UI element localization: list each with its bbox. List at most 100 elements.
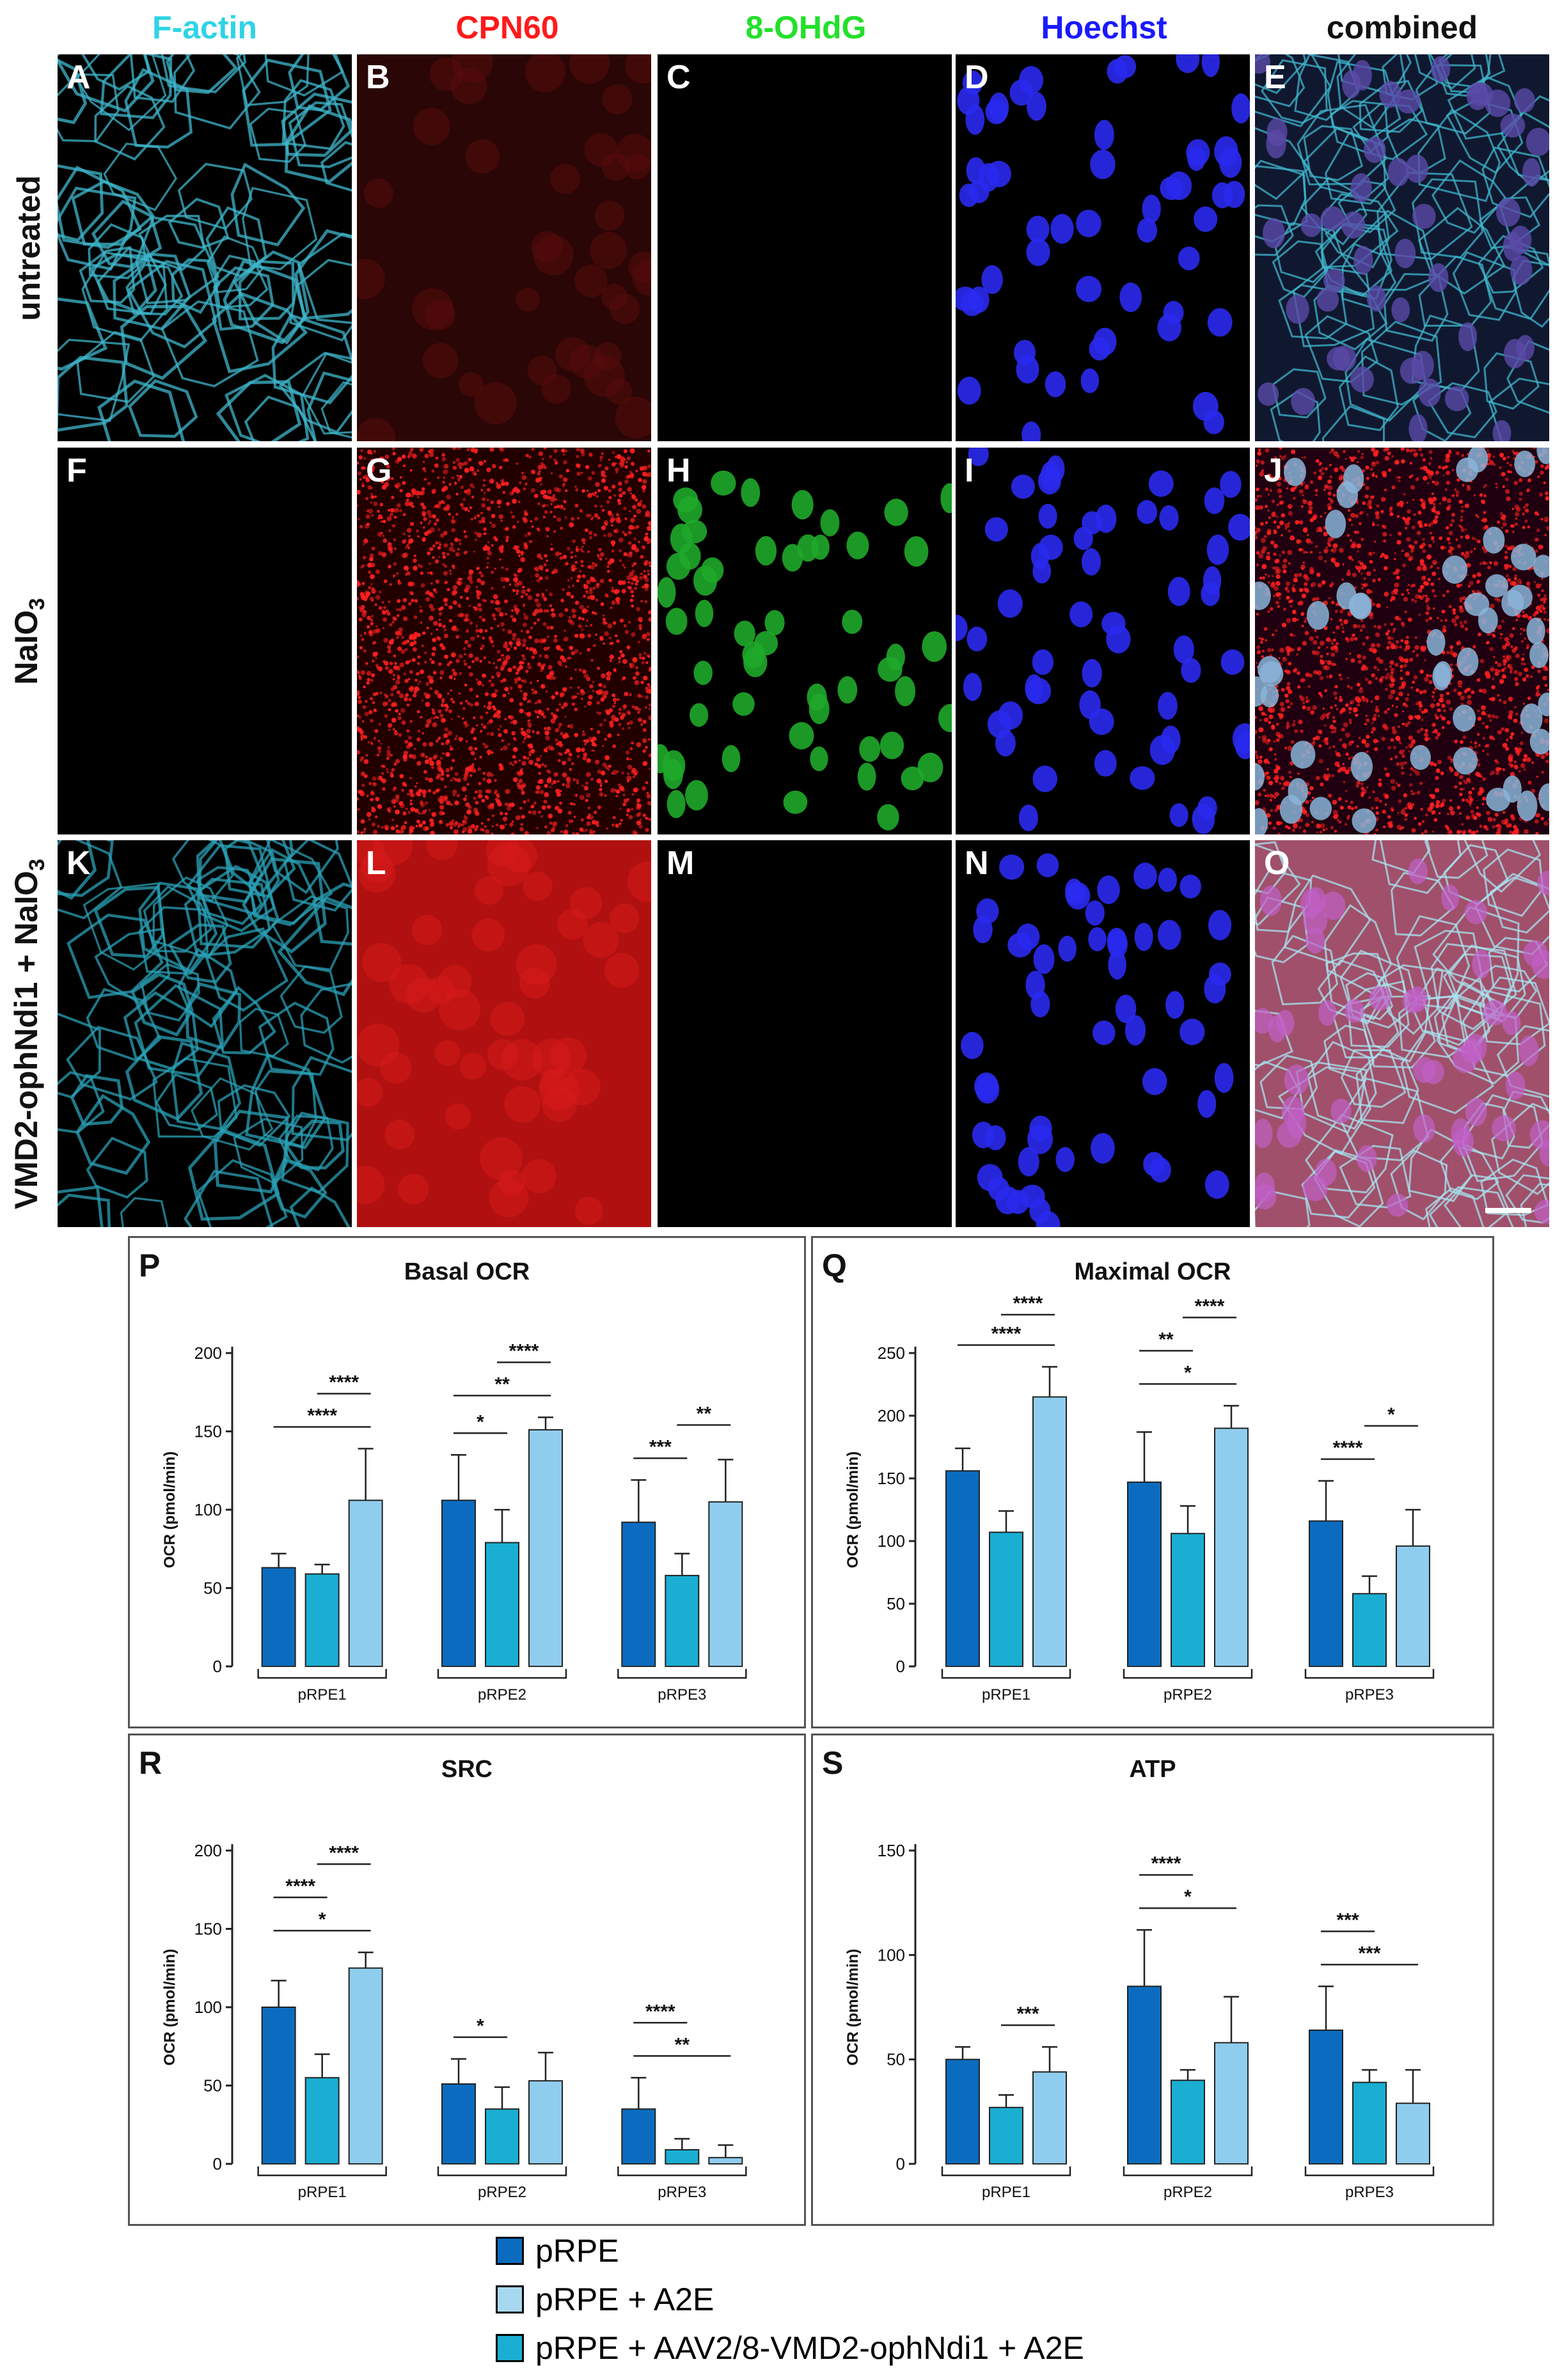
y-tick-label: 100 <box>878 1531 905 1551</box>
bar <box>528 2080 563 2165</box>
bar <box>1127 1985 1162 2165</box>
y-axis-label: OCR (pmol/min) <box>161 1949 178 2066</box>
x-tick-label: pRPE1 <box>982 2184 1030 2201</box>
panel-label-o: O <box>1264 845 1290 882</box>
bar <box>1352 1593 1387 1668</box>
panel-label-n: N <box>965 845 989 882</box>
group-bracket <box>617 1669 747 1679</box>
bar <box>1171 1533 1205 1667</box>
micrograph-hoechst-row3: N <box>956 840 1250 1227</box>
group-bracket <box>941 1669 1071 1679</box>
legend-swatch-prpe-a2e <box>496 2285 524 2313</box>
bar <box>485 2108 519 2165</box>
x-tick-label: pRPE3 <box>1345 2184 1394 2201</box>
panel-label-b: B <box>366 59 390 96</box>
significance-label: **** <box>645 2001 675 2022</box>
significance-label: **** <box>285 1875 315 1897</box>
chart-panel-label: Q <box>822 1248 847 1283</box>
bar <box>441 1499 476 1667</box>
y-tick-label: 0 <box>896 1657 905 1676</box>
panel-label-e: E <box>1264 59 1286 96</box>
micrograph-combined-row3: O <box>1255 840 1549 1227</box>
micrograph-hoechst-row2: I <box>956 448 1250 834</box>
micrograph-f-actin-row1: A <box>58 54 352 441</box>
y-tick-label: 100 <box>194 1500 222 1519</box>
chart-maximal-ocr: Q Maximal OCR OCR (pmol/min) 0 50 100 150 200 25… <box>811 1236 1494 1728</box>
row-label-untreated: untreated <box>11 175 47 321</box>
significance-label: *** <box>1336 1909 1359 1930</box>
significance-label: ** <box>697 1403 712 1424</box>
bar <box>348 1967 383 2165</box>
bar <box>989 2106 1023 2165</box>
bar <box>441 2083 476 2165</box>
significance-label: * <box>1387 1404 1395 1425</box>
group-bracket <box>941 2166 1071 2177</box>
legend-swatch-prpe-aav-a2e <box>496 2334 524 2362</box>
x-tick-label: pRPE1 <box>298 1686 347 1703</box>
chart-title: ATP <box>1129 1756 1176 1783</box>
significance-label: * <box>1184 1886 1192 1907</box>
bar <box>621 2108 656 2165</box>
significance-label: ** <box>1158 1329 1174 1350</box>
panel-label-l: L <box>366 845 386 882</box>
bar <box>665 1574 700 1668</box>
y-tick-label: 200 <box>878 1406 905 1425</box>
y-tick-label: 150 <box>878 1469 905 1488</box>
group-bracket <box>1123 2166 1253 2177</box>
bar <box>1352 2081 1387 2165</box>
row-label-naio3: NaIO3 <box>8 598 49 685</box>
y-axis-label: OCR (pmol/min) <box>161 1452 178 1569</box>
significance-label: ** <box>494 1374 510 1395</box>
group-bracket <box>1123 1669 1253 1679</box>
y-tick-label: 150 <box>194 1920 222 1939</box>
x-tick-label: pRPE3 <box>1345 1686 1394 1703</box>
y-tick-label: 250 <box>878 1343 905 1363</box>
significance-label: * <box>1184 1362 1192 1383</box>
significance-label: **** <box>307 1405 337 1426</box>
significance-label: **** <box>1013 1293 1043 1314</box>
chart-panel-label: P <box>139 1248 160 1283</box>
y-tick-label: 100 <box>878 1945 905 1964</box>
group-bracket <box>257 1669 387 1679</box>
y-tick-label: 0 <box>896 2154 905 2173</box>
bar <box>1032 1396 1067 1667</box>
bar <box>1309 1520 1343 1668</box>
legend-item-prpe: pRPE <box>496 2230 1455 2271</box>
significance-label: **** <box>991 1324 1022 1345</box>
y-tick-label: 50 <box>887 2050 905 2069</box>
group-bracket <box>437 2166 567 2177</box>
y-tick-label: 100 <box>194 1998 222 2017</box>
y-tick-label: 50 <box>203 1579 222 1598</box>
micrograph-8-ohdg-row2: H <box>658 448 952 834</box>
significance-label: **** <box>1195 1296 1225 1317</box>
legend-item-prpe-a2e: pRPE + A2E <box>496 2279 1455 2320</box>
legend-label-prpe-aav-a2e: pRPE + AAV2/8-VMD2-ophNdi1 + A2E <box>535 2330 1084 2366</box>
legend-label-prpe: pRPE <box>535 2233 619 2269</box>
bar <box>989 1531 1023 1667</box>
panel-label-a: A <box>67 59 91 96</box>
bar <box>1396 1545 1430 1667</box>
bar <box>1214 1427 1249 1667</box>
panel-label-c: C <box>667 59 691 96</box>
group-bracket <box>257 2166 387 2177</box>
panel-label-i: I <box>965 452 974 489</box>
bar <box>304 1573 340 1668</box>
micrograph-8-ohdg-row3: M <box>658 840 952 1227</box>
significance-label: **** <box>329 1372 359 1393</box>
row-label-vmd2-naio3: VMD2-ophNdi1 + NaIO3 <box>8 858 49 1209</box>
panel-label-m: M <box>667 845 695 882</box>
micrograph-cpn60-row1: B <box>357 54 651 441</box>
y-tick-label: 50 <box>203 2076 222 2095</box>
legend-swatch-prpe <box>496 2237 524 2265</box>
panel-label-k: K <box>67 845 91 882</box>
significance-label: *** <box>1358 1943 1380 1964</box>
y-axis-label: OCR (pmol/min) <box>844 1949 862 2066</box>
column-title-combined: combined <box>1326 10 1478 45</box>
chart-panel-label: R <box>139 1745 162 1781</box>
bar <box>708 2157 743 2165</box>
legend-item-prpe-aav-a2e: pRPE + AAV2/8-VMD2-ophNdi1 + A2E <box>496 2328 1455 2368</box>
bar <box>665 2149 700 2165</box>
significance-label: * <box>477 2016 484 2037</box>
bar <box>261 2007 296 2165</box>
panel-label-d: D <box>965 59 989 96</box>
